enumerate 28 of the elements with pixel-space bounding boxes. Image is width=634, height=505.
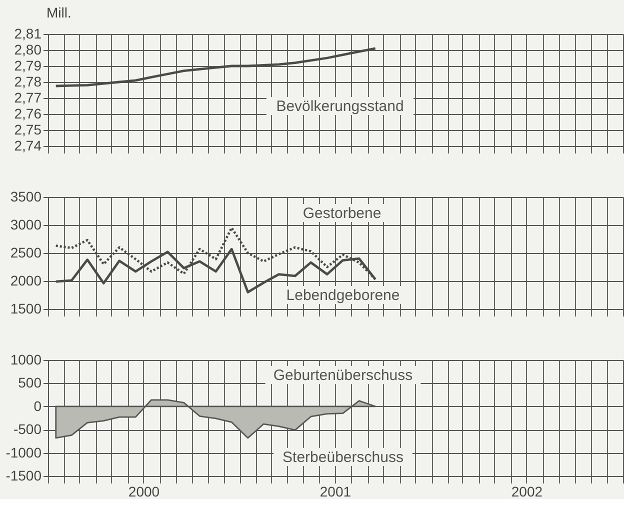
- series-label: Gestorbene: [302, 205, 382, 222]
- y-tick-label: 3000: [10, 216, 42, 232]
- text: Bevölkerungsstand: [276, 98, 404, 115]
- y-tick-label: -500: [13, 421, 42, 438]
- x-tick-label: 2002: [511, 484, 543, 500]
- y-tick-label: 2,78: [14, 74, 42, 90]
- y-tick-label: -1000: [6, 444, 42, 460]
- y-tick-label: 2,77: [14, 90, 42, 106]
- y-tick-label: 2,76: [14, 106, 42, 122]
- y-tick-label: 500: [18, 374, 42, 391]
- y-tick-label: 2,80: [14, 42, 42, 58]
- y-tick-label: 2500: [10, 244, 42, 260]
- y-tick-label: 2,81: [14, 26, 42, 42]
- annotation: Geburtenüberschuss: [273, 367, 413, 384]
- y-tick-label: 2,79: [14, 58, 42, 74]
- annotation: Sterbeüberschuss: [282, 449, 404, 466]
- y-tick-label: 3500: [10, 188, 42, 204]
- x-tick-label: 2000: [128, 484, 160, 500]
- y-tick-label: 0: [34, 398, 42, 414]
- y-axis-title: Mill.: [46, 4, 72, 20]
- y-tick-label: 2000: [10, 272, 42, 288]
- y-tick-label: -1500: [6, 468, 42, 484]
- y-tick-label: 1500: [10, 300, 42, 316]
- y-tick-label: 1000: [10, 352, 42, 368]
- y-tick-label: 2,74: [14, 138, 42, 154]
- x-tick-label: 2001: [320, 484, 352, 500]
- y-tick-label: 2,75: [14, 122, 42, 138]
- series-label: Lebendgeborene: [286, 287, 400, 304]
